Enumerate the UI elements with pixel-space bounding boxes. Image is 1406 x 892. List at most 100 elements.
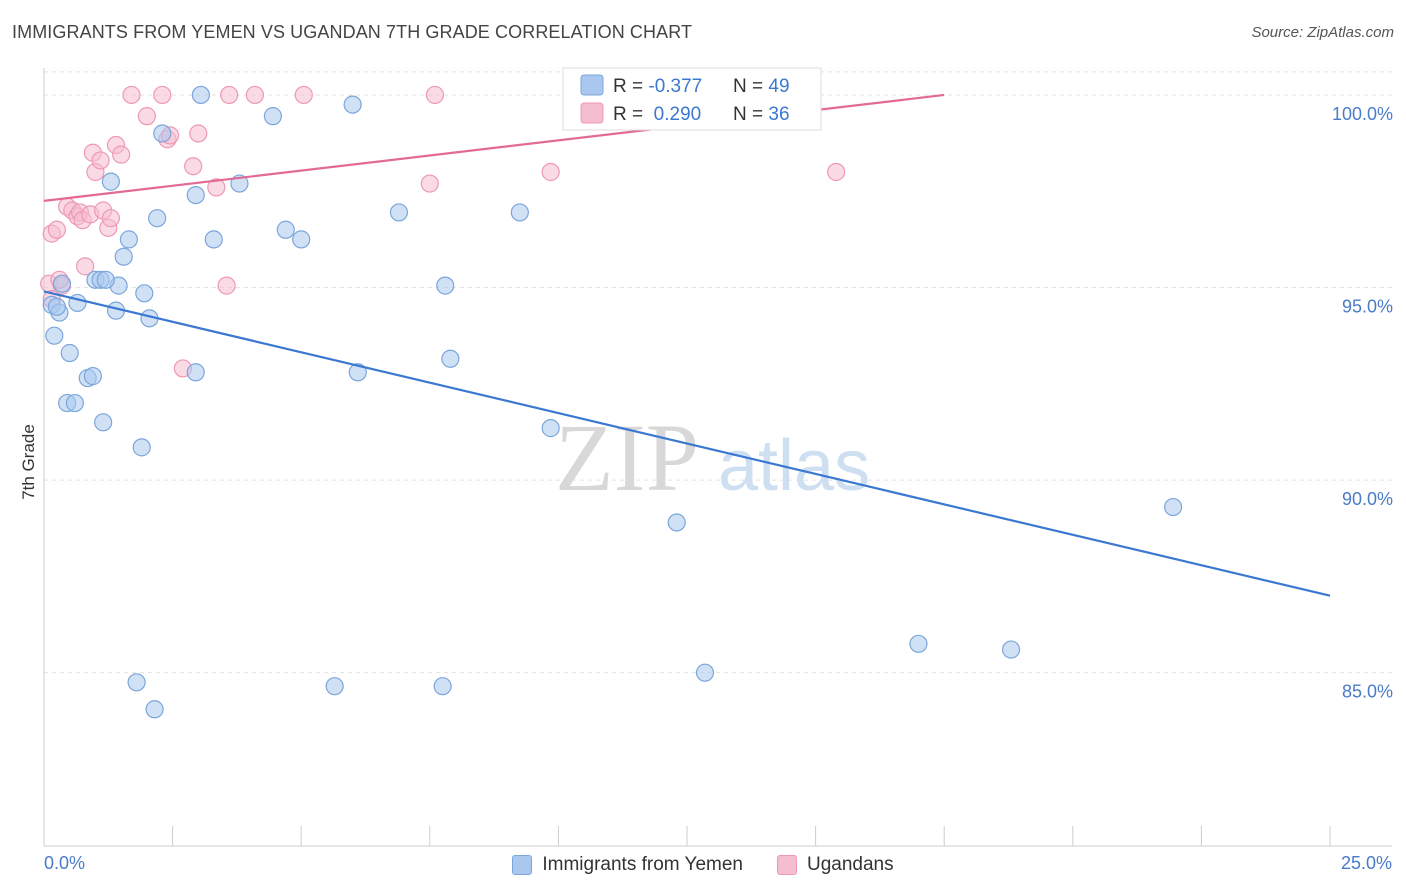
yemen-point-23[interactable]	[148, 209, 167, 228]
ugandans-point-20[interactable]	[112, 145, 131, 164]
stats-legend: R = -0.377 N = 49 R = 0.290 N = 36	[562, 67, 822, 131]
ugandans-point-3[interactable]	[47, 220, 66, 239]
yemen-point-34[interactable]	[343, 95, 362, 114]
yemen-point-32[interactable]	[292, 230, 311, 249]
yemen-point-35[interactable]	[348, 363, 367, 382]
y-tick-label-95: 95.0%	[1342, 297, 1393, 317]
yemen-point-30[interactable]	[263, 107, 283, 126]
yemen-point-33[interactable]	[325, 677, 344, 696]
yemen-point-37[interactable]	[433, 677, 452, 696]
legend-row-pink-n: N = 36	[733, 104, 790, 125]
legend-swatch-blue	[580, 74, 604, 96]
series-label-ugandans: Ugandans	[807, 854, 894, 875]
legend-row-pink: R = 0.290	[613, 104, 701, 125]
ugandans-point-31[interactable]	[220, 85, 239, 105]
series-legend-item-ugandans[interactable]: Ugandans	[777, 854, 894, 876]
legend-blue-n-value: 49	[768, 76, 789, 97]
x-axis-ticks	[43, 826, 1331, 846]
yemen-point-9[interactable]	[83, 367, 102, 386]
yemen-point-20[interactable]	[135, 284, 154, 303]
x-tick-label-min: 0.0%	[44, 853, 85, 873]
legend-row-blue-n: N = 49	[733, 76, 790, 97]
legend-pink-r-value: 0.290	[648, 104, 701, 125]
grid-lines	[44, 71, 1392, 674]
ugandans-point-27[interactable]	[184, 157, 203, 176]
y-tick-label-100: 100.0%	[1332, 104, 1393, 124]
yemen-point-38[interactable]	[436, 276, 455, 295]
yemen-point-26[interactable]	[186, 363, 205, 382]
yemen-point-5[interactable]	[60, 343, 79, 363]
y-axis-label: 7th Grade	[19, 424, 38, 500]
yemen-point-39[interactable]	[441, 349, 460, 368]
ugandans-point-35[interactable]	[425, 85, 445, 105]
legend-swatch-pink	[580, 102, 604, 124]
legend-blue-r-label: R =	[613, 76, 648, 97]
ugandans-point-28[interactable]	[189, 124, 208, 143]
yemen-point-1[interactable]	[45, 326, 64, 345]
ugandans-point-36[interactable]	[541, 162, 560, 182]
legend-pink-n-value: 36	[768, 104, 789, 125]
yemen-point-48[interactable]	[96, 270, 115, 289]
yemen-point-13[interactable]	[101, 172, 120, 191]
y-axis-tick-labels: 85.0% 90.0% 95.0% 100.0%	[1332, 104, 1393, 702]
yemen-point-16[interactable]	[114, 247, 133, 266]
source-credit: Source: ZipAtlas.com	[1251, 24, 1394, 41]
legend-blue-n-label: N =	[733, 76, 768, 97]
yemen-point-43[interactable]	[695, 663, 715, 682]
ugandans-point-30[interactable]	[217, 276, 236, 295]
chart-title: IMMIGRANTS FROM YEMEN VS UGANDAN 7TH GRA…	[12, 22, 693, 42]
ugandans-point-29[interactable]	[207, 178, 226, 197]
yemen-point-31[interactable]	[276, 220, 295, 239]
yemen-point-45[interactable]	[1001, 640, 1021, 659]
series-label-yemen: Immigrants from Yemen	[542, 854, 743, 875]
yemen-point-3[interactable]	[52, 274, 72, 293]
yemen-point-42[interactable]	[667, 513, 686, 532]
stats-legend-box	[562, 67, 822, 131]
ugandans-point-11[interactable]	[76, 257, 95, 276]
ugandans-point-22[interactable]	[137, 107, 156, 126]
yemen-point-25[interactable]	[186, 185, 205, 205]
yemen-point-41[interactable]	[541, 419, 560, 438]
ugandans-point-37[interactable]	[827, 162, 846, 182]
yemen-trend-line	[43, 290, 1331, 597]
yemen-point-36[interactable]	[389, 203, 409, 222]
yemen-point-19[interactable]	[132, 438, 151, 457]
ugandans-point-32[interactable]	[245, 85, 265, 105]
ugandans-point-21[interactable]	[122, 85, 141, 105]
yemen-point-18[interactable]	[127, 673, 146, 692]
x-tick-label-max: 25.0%	[1341, 853, 1392, 873]
legend-pink-n-label: N =	[733, 104, 768, 125]
yemen-point-24[interactable]	[153, 124, 172, 143]
legend-blue-r-value: -0.377	[648, 76, 702, 97]
yemen-point-40[interactable]	[510, 203, 529, 222]
watermark-atlas: atlas	[718, 426, 870, 506]
yemen-point-6[interactable]	[65, 393, 84, 413]
watermark: ZIP atlas	[555, 404, 870, 511]
ugandans-point-18[interactable]	[101, 209, 120, 228]
yemen-point-47[interactable]	[47, 297, 66, 316]
watermark-zip: ZIP	[555, 404, 699, 511]
yemen-point-12[interactable]	[94, 413, 113, 432]
axes	[43, 68, 1392, 847]
yemen-point-22[interactable]	[145, 700, 164, 719]
series-swatch-yemen	[512, 855, 533, 875]
ugandans-point-33[interactable]	[294, 85, 313, 105]
y-tick-label-85: 85.0%	[1342, 682, 1393, 702]
series-legend: Immigrants from Yemen Ugandans	[0, 852, 1406, 878]
series-swatch-ugandans	[777, 855, 797, 875]
ugandans-point-15[interactable]	[91, 151, 110, 170]
ugandans-point-34[interactable]	[420, 174, 439, 193]
yemen-point-44[interactable]	[909, 634, 928, 653]
legend-pink-r-label: R =	[613, 104, 648, 125]
y-tick-label-90: 90.0%	[1342, 489, 1393, 509]
legend-row-blue: R = -0.377	[613, 76, 702, 97]
yemen-point-17[interactable]	[119, 230, 138, 249]
yemen-point-27[interactable]	[191, 85, 210, 105]
yemen-point-28[interactable]	[204, 230, 223, 249]
yemen-points	[42, 85, 1183, 719]
yemen-point-46[interactable]	[1164, 497, 1183, 517]
ugandans-point-23[interactable]	[153, 85, 172, 105]
series-legend-item-yemen[interactable]: Immigrants from Yemen	[512, 854, 743, 876]
trend-lines	[43, 93, 1331, 597]
